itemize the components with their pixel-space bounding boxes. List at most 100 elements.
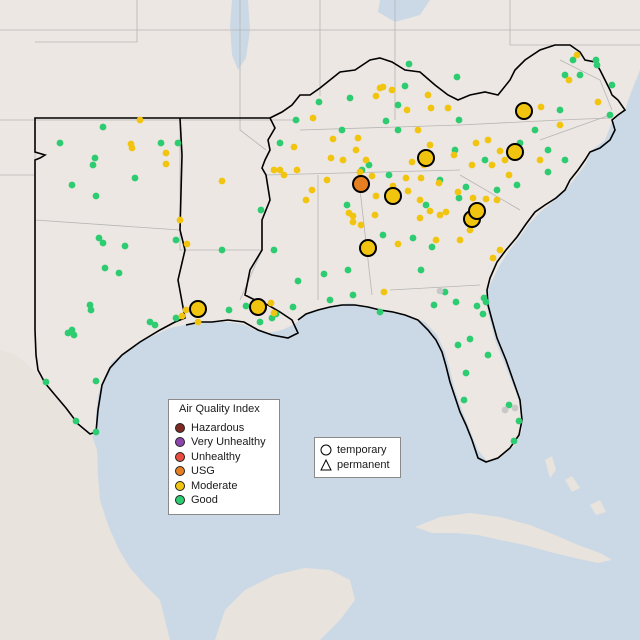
monitor-site	[468, 161, 476, 169]
monitor-site	[371, 211, 379, 219]
monitor-site	[290, 143, 298, 151]
monitor-site	[302, 196, 310, 204]
monitor-site	[409, 234, 417, 242]
land-us	[0, 0, 640, 462]
monitor-site	[338, 126, 346, 134]
monitor-site	[592, 56, 600, 64]
monitor-site	[488, 161, 496, 169]
monitor-site	[556, 106, 564, 114]
monitor-site	[515, 417, 523, 425]
monitor-site	[556, 121, 564, 129]
legend-label: Hazardous	[191, 422, 245, 434]
legend-item-usg: USG	[175, 464, 215, 478]
monitor-site	[565, 76, 573, 84]
monitor-site	[436, 287, 444, 295]
monitor-site	[384, 187, 402, 205]
monitor-site	[249, 298, 267, 316]
monitor-site	[455, 116, 463, 124]
monitor-site	[183, 240, 191, 248]
monitor-site	[544, 168, 552, 176]
region-outline	[34, 44, 627, 463]
monitor-site	[270, 166, 278, 174]
land-yucatan	[215, 568, 355, 640]
monitor-site	[92, 377, 100, 385]
monitor-site	[505, 171, 513, 179]
good-swatch	[175, 495, 185, 505]
legend-label: Good	[191, 494, 218, 506]
monitor-site	[320, 270, 328, 278]
monitor-site	[515, 102, 533, 120]
legend-label: Moderate	[191, 480, 238, 492]
monitor-site	[501, 406, 509, 414]
monitor-site	[327, 154, 335, 162]
monitor-site	[131, 174, 139, 182]
monitor-site	[422, 201, 430, 209]
monitor-site	[91, 154, 99, 162]
monitor-site	[354, 134, 362, 142]
monitor-site	[404, 187, 412, 195]
monitor-site	[242, 302, 250, 310]
legend-title: Air Quality Index	[179, 403, 260, 415]
monitor-site	[444, 104, 452, 112]
monitor-site	[339, 156, 347, 164]
monitor-site	[481, 156, 489, 164]
monitor-site	[510, 437, 518, 445]
monitor-site	[455, 194, 463, 202]
monitor-site	[484, 136, 492, 144]
monitor-site	[573, 51, 581, 59]
monitor-site	[493, 186, 501, 194]
monitor-site	[99, 239, 107, 247]
monitor-site	[482, 195, 490, 203]
very-unhealthy-swatch	[175, 437, 185, 447]
monitor-site	[87, 306, 95, 314]
monitor-site	[174, 139, 182, 147]
monitor-site	[376, 308, 384, 316]
legend-item-moderate: Moderate	[175, 479, 237, 493]
monitor-site	[428, 243, 436, 251]
monitor-site	[42, 378, 50, 386]
monitor-site	[218, 177, 226, 185]
land-cuba	[415, 513, 612, 563]
legend-item-very-unhealthy: Very Unhealthy	[175, 435, 266, 449]
monitor-site	[380, 288, 388, 296]
monitor-site	[146, 318, 154, 326]
monitor-site	[309, 114, 317, 122]
monitor-site	[606, 111, 614, 119]
monitor-site	[162, 160, 170, 168]
triangle-icon	[320, 459, 332, 471]
monitor-site	[276, 139, 284, 147]
monitor-site	[594, 98, 602, 106]
monitor-site	[365, 161, 373, 169]
monitor-site	[480, 294, 488, 302]
monitor-site	[343, 201, 351, 209]
monitor-site	[426, 207, 434, 215]
monitor-site	[388, 86, 396, 94]
monitor-site	[151, 321, 159, 329]
monitor-site	[176, 216, 184, 224]
monitor-site	[414, 126, 422, 134]
monitor-site	[294, 277, 302, 285]
monitor-site	[536, 156, 544, 164]
monitor-site	[136, 116, 144, 124]
monitor-site	[64, 329, 72, 337]
monitor-site	[101, 264, 109, 272]
permanent-label: permanent	[337, 459, 390, 471]
monitor-site	[454, 341, 462, 349]
lake-erie	[378, 0, 430, 22]
monitor-site	[435, 179, 443, 187]
monitor-site	[405, 60, 413, 68]
monitor-site	[544, 146, 552, 154]
shape-legend: temporary permanent	[314, 437, 401, 478]
monitor-site	[382, 117, 390, 125]
legend-label: USG	[191, 465, 215, 477]
monitor-site	[362, 156, 370, 164]
monitor-site	[468, 202, 486, 220]
monitor-site	[531, 126, 539, 134]
legend-item-unhealthy: Unhealthy	[175, 450, 241, 464]
hazardous-swatch	[175, 423, 185, 433]
monitor-site	[537, 103, 545, 111]
monitor-site	[608, 81, 616, 89]
monitor-site	[506, 143, 524, 161]
monitor-site	[256, 318, 264, 326]
